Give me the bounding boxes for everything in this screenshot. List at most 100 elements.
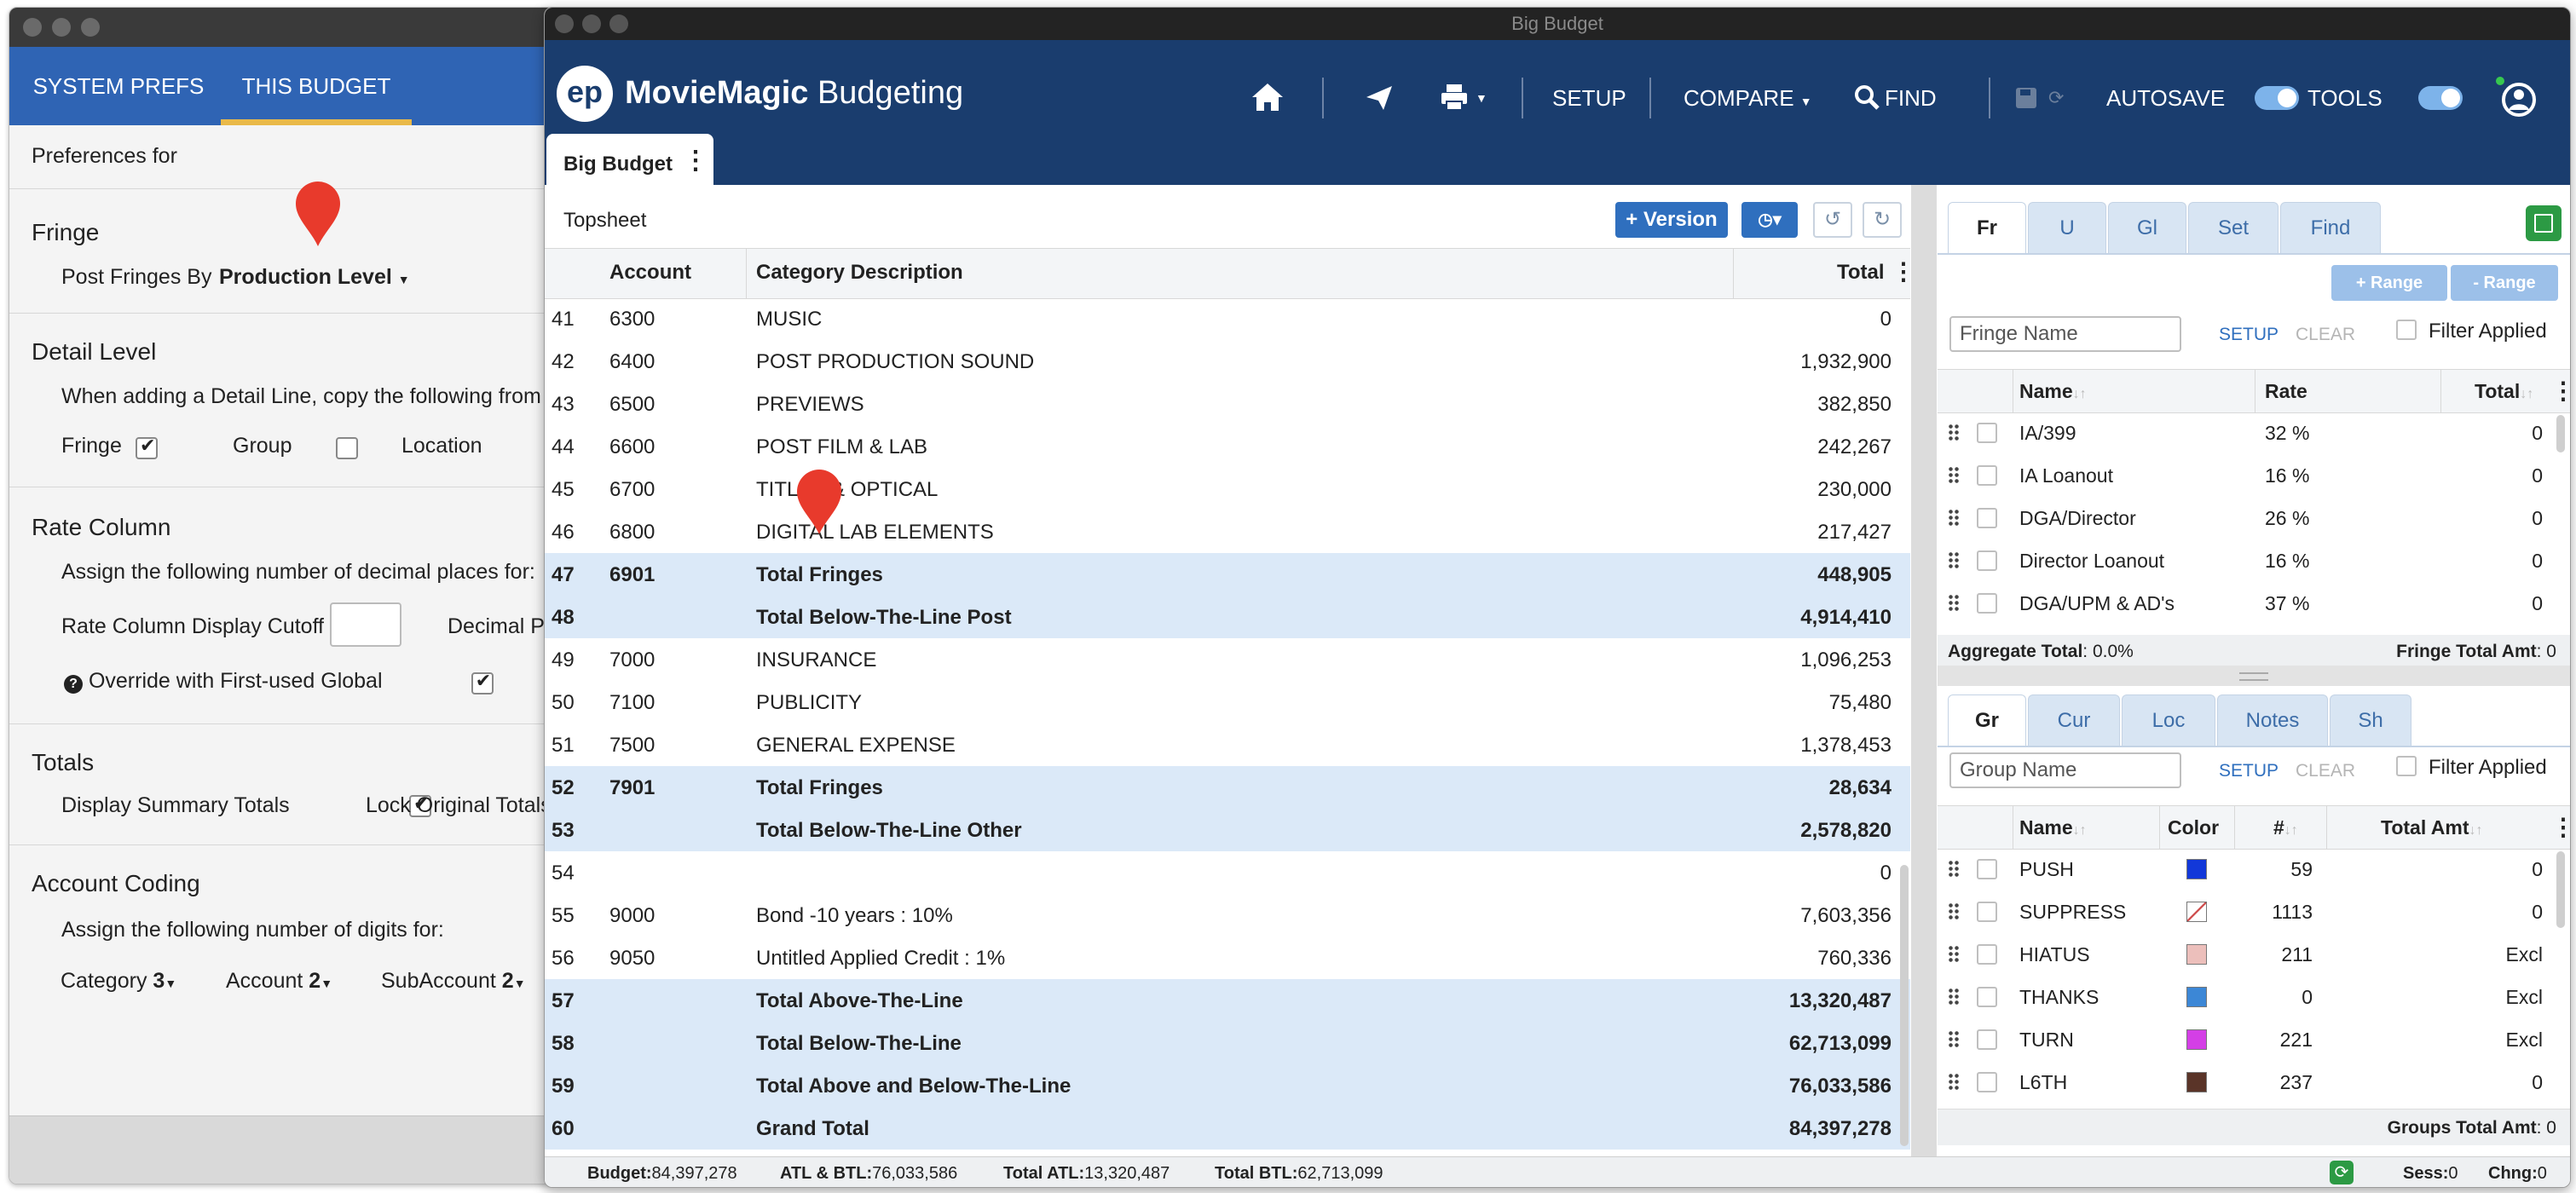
panel-splitter[interactable]	[1911, 185, 1937, 1156]
column-header-fringe-total[interactable]: Total↓↑	[2475, 380, 2533, 403]
row-checkbox[interactable]	[1977, 987, 1997, 1007]
row-checkbox[interactable]	[1977, 550, 1997, 571]
fringe-scrollbar[interactable]	[2556, 415, 2565, 452]
column-header-color[interactable]: Color	[2168, 816, 2220, 839]
detail-group-checkbox[interactable]	[336, 437, 359, 460]
drag-handle-icon[interactable]	[1948, 551, 1960, 570]
search-icon[interactable]	[1854, 84, 1880, 110]
row-checkbox[interactable]	[1977, 1072, 1997, 1092]
column-menu-icon[interactable]: ⋮	[2551, 377, 2570, 405]
row-checkbox[interactable]	[1977, 423, 1997, 443]
column-header-total[interactable]: Total	[1837, 261, 1885, 284]
group-row[interactable]: THANKS 0 Excl	[1938, 976, 2553, 1018]
table-row[interactable]: 44 6600 POST FILM & LAB 242,267	[545, 425, 1910, 468]
drag-handle-icon[interactable]	[1948, 424, 1960, 442]
tab-this-budget[interactable]: THIS BUDGET	[221, 47, 412, 125]
tab-locations[interactable]: Loc	[2122, 694, 2215, 746]
undo-icon[interactable]: ↺	[1813, 202, 1852, 238]
fringe-clear-link[interactable]: CLEAR	[2296, 325, 2356, 344]
zoom-window-dot[interactable]	[81, 18, 100, 37]
table-row[interactable]: 50 7100 PUBLICITY 75,480	[545, 681, 1910, 723]
row-checkbox[interactable]	[1977, 1029, 1997, 1050]
detail-fringe-checkbox[interactable]	[136, 435, 158, 460]
column-header-account[interactable]: Account	[609, 261, 691, 284]
drag-handle-icon[interactable]	[1948, 988, 1960, 1006]
color-swatch[interactable]	[2186, 944, 2207, 965]
group-setup-link[interactable]: SETUP	[2219, 761, 2279, 781]
table-row[interactable]: 56 9050 Untitled Applied Credit : 1% 760,33…	[545, 937, 1910, 979]
table-row[interactable]: 58 Total Below-The-Line 62,713,099	[545, 1022, 1910, 1064]
horizontal-splitter[interactable]	[1938, 666, 2570, 686]
column-header-count[interactable]: #↓↑	[2273, 816, 2298, 839]
table-row[interactable]: 51 7500 GENERAL EXPENSE 1,378,453	[545, 723, 1910, 766]
table-row[interactable]: 49 7000 INSURANCE 1,096,253	[545, 638, 1910, 681]
color-swatch[interactable]	[2186, 1029, 2207, 1050]
panel-layout-icon[interactable]	[2526, 205, 2562, 241]
tab-sh[interactable]: Sh	[2330, 694, 2411, 746]
color-swatch[interactable]	[2186, 859, 2207, 879]
table-row[interactable]: 43 6500 PREVIEWS 382,850	[545, 383, 1910, 425]
color-swatch[interactable]	[2186, 1072, 2207, 1092]
tab-system-prefs[interactable]: SYSTEM PREFS	[32, 73, 205, 99]
table-row[interactable]: 57 Total Above-The-Line 13,320,487	[545, 979, 1910, 1022]
group-row[interactable]: TURN 221 Excl	[1938, 1018, 2553, 1061]
tab-groups[interactable]: Gr	[1948, 694, 2026, 746]
group-clear-link[interactable]: CLEAR	[2296, 761, 2356, 781]
kebab-menu-icon[interactable]: ⋮	[683, 147, 708, 175]
fringe-row[interactable]: Director Loanout 16 % 0	[1938, 539, 2553, 582]
row-checkbox[interactable]	[1977, 944, 1997, 965]
group-row[interactable]: SUPPRESS 1113 0	[1938, 890, 2553, 933]
table-row[interactable]: 46 6800 DIGITAL LAB ELEMENTS 217,427	[545, 510, 1910, 553]
add-version-button[interactable]: + Version	[1615, 202, 1728, 238]
user-account-icon[interactable]	[2495, 74, 2538, 118]
table-row[interactable]: 48 Total Below-The-Line Post 4,914,410	[545, 596, 1910, 638]
minimize-window-dot[interactable]	[582, 14, 601, 33]
setup-menu[interactable]: SETUP	[1552, 85, 1626, 111]
group-row[interactable]: L6TH 237 0	[1938, 1061, 2553, 1104]
minimize-window-dot[interactable]	[52, 18, 71, 37]
column-header-rate[interactable]: Rate	[2265, 380, 2307, 402]
column-header-group-name[interactable]: Name↓↑	[2019, 816, 2087, 839]
group-scrollbar[interactable]	[2556, 851, 2565, 928]
save-icon[interactable]	[2014, 86, 2038, 110]
column-header-total-amt[interactable]: Total Amt↓↑	[2381, 816, 2483, 839]
column-menu-icon[interactable]: ⋮	[2551, 813, 2570, 841]
fringe-filter-checkbox[interactable]	[2396, 320, 2417, 340]
fringe-row[interactable]: IA Loanout 16 % 0	[1938, 454, 2553, 497]
group-filter-checkbox[interactable]	[2396, 756, 2417, 776]
table-row[interactable]: 41 6300 MUSIC 0	[545, 297, 1910, 340]
column-header-fringe-name[interactable]: Name↓↑	[2019, 380, 2087, 403]
post-fringes-dropdown[interactable]: Production Level ▼	[219, 265, 410, 290]
drag-handle-icon[interactable]	[1948, 594, 1960, 613]
fringe-name-input[interactable]: Fringe Name	[1949, 316, 2181, 352]
table-row[interactable]: 54 0	[545, 851, 1910, 894]
send-icon[interactable]	[1365, 84, 1394, 112]
table-row[interactable]: 60 Grand Total 84,397,278	[545, 1107, 1910, 1150]
drag-handle-icon[interactable]	[1948, 466, 1960, 485]
color-swatch-none[interactable]	[2186, 902, 2207, 922]
group-name-input[interactable]: Group Name	[1949, 752, 2181, 788]
account-digits-dropdown[interactable]: Account 2▼	[226, 969, 332, 994]
row-checkbox[interactable]	[1977, 902, 1997, 922]
find-menu[interactable]: FIND	[1885, 85, 1937, 111]
table-row[interactable]: 55 9000 Bond -10 years : 10% 7,603,356	[545, 894, 1910, 937]
help-icon[interactable]: ?	[64, 675, 83, 694]
drag-handle-icon[interactable]	[1948, 860, 1960, 879]
fringe-row[interactable]: DGA/Director 26 % 0	[1938, 497, 2553, 539]
history-dropdown-button[interactable]: ◷▾	[1741, 202, 1798, 238]
print-caret-icon[interactable]: ▼	[1476, 91, 1487, 105]
tab-notes[interactable]: Notes	[2217, 694, 2328, 746]
tab-find[interactable]: Find	[2280, 202, 2381, 253]
sync-icon[interactable]: ⟳	[2048, 87, 2065, 108]
fringe-setup-link[interactable]: SETUP	[2219, 325, 2279, 344]
subaccount-digits-dropdown[interactable]: SubAccount 2▼	[381, 969, 526, 994]
rate-cutoff-input[interactable]	[330, 602, 401, 647]
group-row[interactable]: HIATUS 211 Excl	[1938, 933, 2553, 976]
row-checkbox[interactable]	[1977, 508, 1997, 528]
tab-units[interactable]: U	[2028, 202, 2106, 253]
row-checkbox[interactable]	[1977, 465, 1997, 486]
column-header-description[interactable]: Category Description	[756, 261, 963, 284]
tab-globals[interactable]: Gl	[2108, 202, 2186, 253]
table-row[interactable]: 45 6700 TITLES & OPTICAL 230,000	[545, 468, 1910, 510]
drag-handle-icon[interactable]	[1948, 902, 1960, 921]
